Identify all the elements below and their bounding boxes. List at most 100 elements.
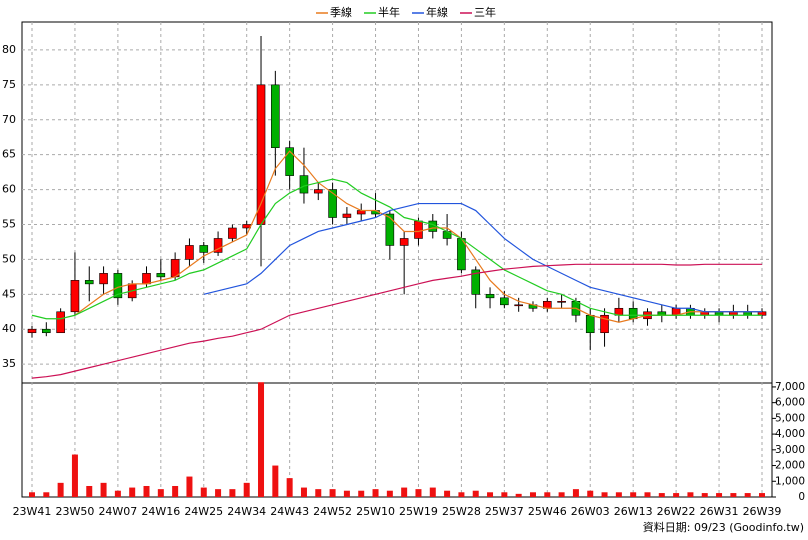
volume-bar	[57, 482, 64, 497]
candle-body	[213, 238, 223, 253]
y-tick-label: 35	[2, 357, 16, 370]
x-tick-label: 23W50	[56, 505, 95, 518]
volume-bar	[71, 454, 78, 497]
volume-bar	[386, 490, 393, 497]
y2-tick-label: 2,000	[775, 460, 805, 472]
candle-body	[27, 328, 37, 334]
candle-body	[313, 189, 323, 194]
volume-bar	[701, 493, 708, 497]
candle-body	[342, 213, 352, 218]
volume-bar	[558, 492, 565, 497]
volume-bar	[29, 492, 35, 497]
volume-bar	[472, 490, 479, 497]
volume-bar	[529, 492, 536, 497]
candle-body	[328, 189, 337, 218]
volume-bar	[300, 487, 307, 497]
candle-body	[42, 328, 51, 334]
volume-bar	[415, 489, 422, 497]
volume-bar	[572, 489, 579, 497]
candle-body	[385, 213, 395, 246]
x-tick-label: 26W13	[614, 505, 653, 518]
footer: 資料日期: 09/23 (Goodinfo.tw)	[643, 520, 804, 534]
candle-body	[271, 84, 280, 148]
y2-tick-label: 6,000	[775, 397, 805, 409]
candle-body	[471, 269, 481, 295]
volume-bar	[258, 382, 265, 497]
volume-bar	[100, 482, 107, 497]
volume-bar	[673, 493, 680, 497]
volume-bar	[501, 492, 508, 497]
volume-bar	[200, 487, 207, 497]
x-tick-label: 25W37	[485, 505, 524, 518]
volume-bar	[716, 493, 723, 497]
candle-body	[557, 301, 566, 303]
volume-bar	[615, 492, 622, 497]
volume-bar	[444, 490, 451, 497]
y-tick-label: 45	[2, 287, 16, 300]
volume-bar	[372, 489, 379, 497]
candle-body	[585, 314, 595, 334]
candle-body	[600, 314, 609, 334]
volume-bar	[43, 492, 50, 497]
y2-tick-label: 5,000	[775, 412, 805, 424]
x-tick-label: 24W52	[313, 505, 352, 518]
y2-tick-label: 4,000	[775, 428, 805, 440]
x-tick-label: 23W41	[13, 505, 52, 518]
x-tick-label: 25W46	[528, 505, 567, 518]
candle-body	[156, 273, 166, 278]
volume-bar	[759, 493, 765, 497]
candle-body	[485, 294, 495, 299]
y-tick-label: 75	[2, 78, 16, 91]
y-tick-label: 70	[2, 113, 16, 126]
candle-body	[514, 304, 523, 307]
volume-bar	[329, 489, 336, 497]
volume-bar	[114, 490, 121, 497]
volume-bar	[358, 490, 365, 497]
legend-label: 三年	[474, 5, 496, 19]
candle-body	[70, 280, 80, 313]
y-tick-label: 60	[2, 183, 16, 196]
volume-bar	[487, 492, 494, 497]
y2-tick-label: 0	[798, 491, 805, 503]
y2-tick-label: 3,000	[775, 444, 805, 456]
ma-line	[31, 178, 762, 320]
y2-tick-label: 7,000	[775, 381, 805, 393]
candle-body	[99, 273, 108, 285]
volume-bar	[401, 487, 408, 497]
candle-body	[199, 245, 209, 253]
x-tick-label: 24W16	[141, 505, 180, 518]
x-tick-label: 25W19	[399, 505, 438, 518]
x-tick-label: 25W10	[356, 505, 395, 518]
ma-line	[31, 263, 762, 379]
x-tick-label: 26W03	[571, 505, 610, 518]
volume-bar	[286, 478, 293, 497]
x-tick-label: 25W28	[442, 505, 481, 518]
volume-bar	[129, 487, 136, 497]
x-tick-label: 24W34	[227, 505, 266, 518]
volume-bar	[172, 485, 179, 497]
volume-bar	[630, 492, 637, 497]
volume-bar	[730, 493, 737, 497]
x-tick-label: 24W43	[270, 505, 309, 518]
volume-bar	[343, 490, 350, 497]
volume-bar	[186, 476, 193, 497]
volume-bar	[601, 492, 608, 497]
volume-bar	[744, 493, 751, 497]
legend-label: 季線	[330, 5, 352, 19]
candle-body	[285, 147, 294, 176]
volume-bar	[515, 493, 522, 497]
volume-bar	[86, 485, 93, 497]
volume-bar	[644, 492, 651, 497]
y-tick-label: 55	[2, 217, 16, 230]
x-tick-label: 26W31	[700, 505, 739, 518]
candle-body	[399, 238, 409, 246]
candle-body	[228, 227, 237, 239]
volume-bar	[157, 489, 164, 497]
volume-bar	[229, 489, 236, 497]
x-tick-label: 26W22	[657, 505, 696, 518]
candle-body	[299, 175, 309, 194]
candle-body	[142, 273, 151, 285]
volume-bar	[587, 490, 594, 497]
y-tick-label: 80	[2, 43, 16, 56]
